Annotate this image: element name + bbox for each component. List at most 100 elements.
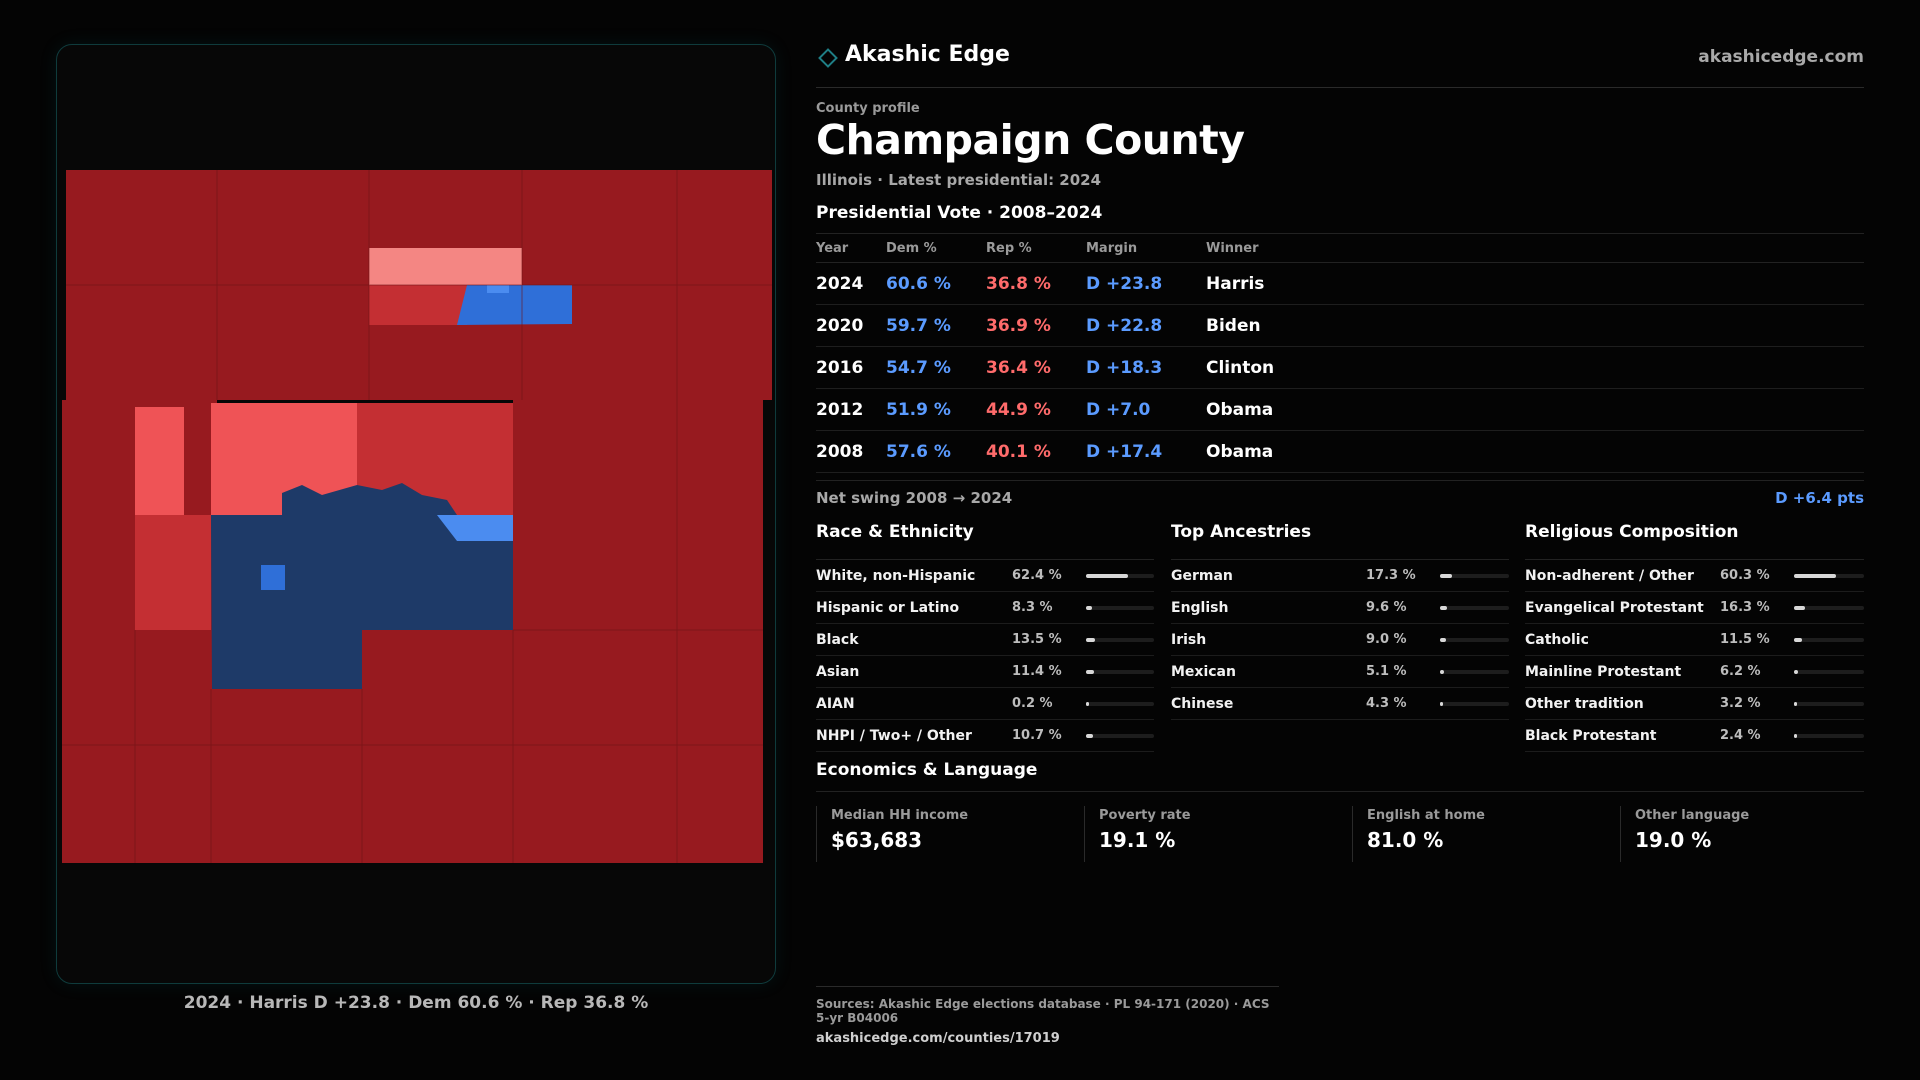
precinct-west-lean[interactable] <box>135 515 211 630</box>
stat-value: 19.0 % <box>1635 828 1712 852</box>
race-row[interactable]: Hispanic or Latino 8.3 % <box>816 592 1154 624</box>
ancestry-row[interactable]: German 17.3 % <box>1171 560 1509 592</box>
ancestry-label: German <box>1171 567 1233 584</box>
ancestry-bar-track <box>1440 669 1509 674</box>
sources-line: Sources: Akashic Edge elections database… <box>816 997 1270 1025</box>
religion-percent: 2.4 % <box>1720 728 1761 743</box>
precinct-rantoul-lean[interactable] <box>369 285 477 325</box>
religion-row[interactable]: Non-adherent / Other 60.3 % <box>1525 560 1864 592</box>
site-link[interactable]: akashicedge.com <box>1698 47 1864 67</box>
religion-percent: 16.3 % <box>1720 600 1770 615</box>
profile-label: County profile <box>816 101 920 116</box>
header-bar: Akashic Edge akashicedge.com <box>816 42 1864 88</box>
religion-bar-track <box>1794 669 1864 674</box>
map-background-layer <box>62 170 772 863</box>
ancestry-row[interactable]: Irish 9.0 % <box>1171 624 1509 656</box>
ancestry-bar-fill <box>1440 605 1447 610</box>
cell-margin: D +22.8 <box>1086 315 1163 336</box>
ancestry-row[interactable]: English 9.6 % <box>1171 592 1509 624</box>
brand[interactable]: Akashic Edge <box>816 42 1010 68</box>
precinct-east-mid[interactable] <box>513 400 763 605</box>
ancestry-bar-fill <box>1440 637 1447 642</box>
stat-label: Other language <box>1635 808 1750 823</box>
precinct-central-west[interactable] <box>211 403 357 515</box>
table-row[interactable]: 2012 51.9 % 44.9 % D +7.0 Obama <box>816 389 1864 431</box>
race-bar-track <box>1086 669 1154 674</box>
cell-year: 2024 <box>816 273 864 294</box>
cell-winner: Clinton <box>1206 357 1275 378</box>
precinct-rantoul-light[interactable] <box>487 285 509 293</box>
race-row[interactable]: Asian 11.4 % <box>816 656 1154 688</box>
religion-row[interactable]: Evangelical Protestant 16.3 % <box>1525 592 1864 624</box>
religion-bar-fill <box>1794 701 1797 706</box>
ancestry-bar-track <box>1440 701 1509 706</box>
precinct-south[interactable] <box>62 605 763 863</box>
race-label: AIAN <box>816 695 855 712</box>
cell-winner: Obama <box>1206 399 1274 420</box>
cell-dem: 54.7 % <box>886 357 951 378</box>
table-row[interactable]: 2020 59.7 % 36.9 % D +22.8 Biden <box>816 305 1864 347</box>
race-label: Hispanic or Latino <box>816 599 960 616</box>
diamond-logo-icon <box>818 47 838 68</box>
precinct-campus[interactable] <box>437 515 513 541</box>
race-row[interactable]: Black 13.5 % <box>816 624 1154 656</box>
religion-row[interactable]: Catholic 11.5 % <box>1525 624 1864 656</box>
race-row[interactable]: White, non-Hispanic 62.4 % <box>816 560 1154 592</box>
precinct-rantoul-pale[interactable] <box>369 248 522 285</box>
precinct-west-light[interactable] <box>135 407 184 515</box>
race-percent: 0.2 % <box>1012 696 1053 711</box>
religion-title: Religious Composition <box>1525 520 1864 560</box>
cell-rep: 36.8 % <box>986 273 1051 294</box>
ancestry-row[interactable]: Mexican 5.1 % <box>1171 656 1509 688</box>
religion-row[interactable]: Black Protestant 2.4 % <box>1525 720 1864 752</box>
ancestry-bar-fill <box>1440 701 1443 706</box>
precinct-map[interactable] <box>57 45 776 984</box>
precinct-rantoul-dem[interactable] <box>457 285 572 325</box>
economics-title: Economics & Language <box>816 760 1864 792</box>
ancestry-percent: 17.3 % <box>1366 568 1416 583</box>
race-row[interactable]: NHPI / Two+ / Other 10.7 % <box>816 720 1154 752</box>
col-margin: Margin <box>1086 240 1138 256</box>
race-bar-fill <box>1086 701 1089 706</box>
religion-bar-track <box>1794 573 1864 578</box>
ancestry-row[interactable]: Chinese 4.3 % <box>1171 688 1509 720</box>
religion-row[interactable]: Mainline Protestant 6.2 % <box>1525 656 1864 688</box>
race-section: Race & Ethnicity White, non-Hispanic 62.4… <box>816 520 1154 752</box>
table-row[interactable]: 2024 60.6 % 36.8 % D +23.8 Harris <box>816 263 1864 305</box>
cell-year: 2008 <box>816 441 864 462</box>
cell-rep: 36.9 % <box>986 315 1051 336</box>
stat-other-language: Other language 19.0 % <box>1620 806 1864 862</box>
profile-panel: Akashic Edge akashicedge.com County prof… <box>816 0 1864 1080</box>
religion-row[interactable]: Other tradition 3.2 % <box>1525 688 1864 720</box>
race-bar-fill <box>1086 669 1094 674</box>
race-label: Asian <box>816 663 860 680</box>
cell-winner: Harris <box>1206 273 1265 294</box>
race-bar-track <box>1086 605 1154 610</box>
table-row[interactable]: 2016 54.7 % 36.4 % D +18.3 Clinton <box>816 347 1864 389</box>
county-map-panel[interactable] <box>56 44 776 984</box>
source-url-link[interactable]: akashicedge.com/counties/17019 <box>816 1031 1060 1046</box>
cell-rep: 44.9 % <box>986 399 1051 420</box>
race-percent: 10.7 % <box>1012 728 1062 743</box>
race-percent: 11.4 % <box>1012 664 1062 679</box>
race-row[interactable]: AIAN 0.2 % <box>816 688 1154 720</box>
race-label: NHPI / Two+ / Other <box>816 727 972 744</box>
table-row[interactable]: 2008 57.6 % 40.1 % D +17.4 Obama <box>816 431 1864 473</box>
ancestry-section: Top Ancestries German 17.3 % English 9.6 % I… <box>1171 520 1509 720</box>
cell-margin: D +23.8 <box>1086 273 1163 294</box>
ancestry-label: Irish <box>1171 631 1207 648</box>
cell-dem: 59.7 % <box>886 315 951 336</box>
stat-poverty-rate: Poverty rate 19.1 % <box>1084 806 1336 862</box>
vote-table-header: Year Dem % Rep % Margin Winner <box>816 233 1864 263</box>
religion-bar-track <box>1794 733 1864 738</box>
race-bar-track <box>1086 701 1154 706</box>
stat-value: 81.0 % <box>1367 828 1444 852</box>
precinct-west-dem[interactable] <box>261 565 285 590</box>
stat-value: $63,683 <box>831 828 923 852</box>
precinct-urban-north-edge[interactable] <box>282 483 457 515</box>
race-title: Race & Ethnicity <box>816 520 1154 560</box>
race-percent: 62.4 % <box>1012 568 1062 583</box>
precinct-urban-core[interactable] <box>211 515 513 689</box>
religion-percent: 11.5 % <box>1720 632 1770 647</box>
race-bar-fill <box>1086 733 1094 738</box>
